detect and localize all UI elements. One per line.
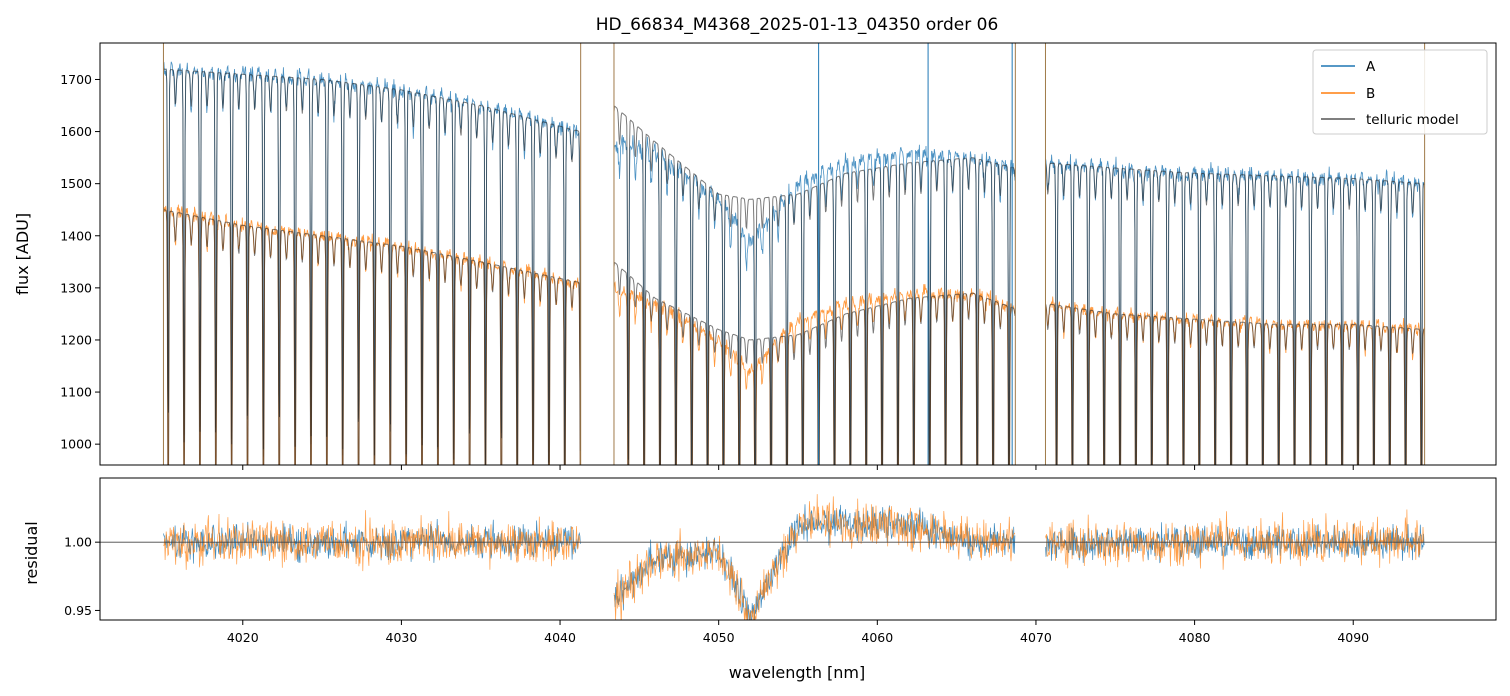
flux-y-tick-label: 1000 bbox=[60, 437, 92, 452]
legend-label-b: B bbox=[1366, 86, 1375, 102]
flux-y-label: flux [ADU] bbox=[13, 213, 32, 295]
flux-plot-frame bbox=[99, 42, 1497, 466]
x-axis: 4020 4030 4040 4050 4060 4070 4080 4090 bbox=[227, 620, 1369, 645]
telluric-model-line bbox=[613, 105, 1016, 465]
residual-y-tick-label: 1.00 bbox=[64, 535, 92, 550]
flux-y-tick-label: 1400 bbox=[60, 228, 92, 243]
legend-entry-telluric: telluric model bbox=[1321, 112, 1459, 128]
legend-box bbox=[1312, 49, 1488, 135]
x-tick-label: 4070 bbox=[1020, 630, 1052, 645]
legend-label-telluric: telluric model bbox=[1366, 112, 1459, 128]
telluric-model-line bbox=[1045, 162, 1425, 465]
flux-y-tick-label: 1700 bbox=[60, 72, 92, 87]
telluric-model-line bbox=[1045, 303, 1425, 465]
x-tick-label: 4030 bbox=[386, 630, 418, 645]
residual-y-axis: 0.95 1.00 bbox=[64, 535, 100, 618]
legend-entry-a: A bbox=[1321, 59, 1376, 75]
telluric-model-line bbox=[163, 68, 581, 465]
series-a-line bbox=[613, 134, 1016, 465]
legend-entry-b: B bbox=[1321, 86, 1375, 102]
residual-plot-frame bbox=[99, 477, 1497, 621]
x-tick-label: 4090 bbox=[1337, 630, 1369, 645]
flux-panel: 1000 1100 1200 1300 1400 1500 1600 1700 flux [A… bbox=[13, 42, 1497, 470]
flux-y-tick-label: 1200 bbox=[60, 332, 92, 347]
series-b-line bbox=[1045, 296, 1425, 465]
x-tick-label: 4020 bbox=[227, 630, 259, 645]
flux-y-tick-label: 1500 bbox=[60, 176, 92, 191]
telluric-model-line bbox=[613, 261, 1016, 465]
x-tick-label: 4060 bbox=[861, 630, 893, 645]
flux-y-tick-label: 1300 bbox=[60, 280, 92, 295]
residual-panel: 0.95 1.00 4020 4030 4040 4050 4060 4070 4080 409… bbox=[22, 477, 1497, 682]
flux-plot-area bbox=[162, 43, 1426, 465]
x-axis-label: wavelength [nm] bbox=[729, 663, 866, 682]
x-tick-label: 4040 bbox=[544, 630, 576, 645]
residual-b-line bbox=[163, 510, 581, 572]
x-tick-label: 4080 bbox=[1179, 630, 1211, 645]
residual-plot-area bbox=[100, 494, 1496, 620]
legend-label-a: A bbox=[1366, 59, 1376, 75]
flux-y-tick-label: 1600 bbox=[60, 124, 92, 139]
telluric-model-line bbox=[163, 209, 581, 465]
legend: A B telluric model bbox=[1312, 49, 1488, 135]
series-b-line bbox=[613, 281, 1016, 465]
flux-y-tick-label: 1100 bbox=[60, 385, 92, 400]
residual-b-line bbox=[1045, 509, 1425, 570]
chart-title: HD_66834_M4368_2025-01-13_04350 order 06 bbox=[596, 15, 999, 35]
residual-y-label: residual bbox=[22, 521, 41, 584]
residual-b-line bbox=[613, 494, 1016, 620]
flux-y-axis: 1000 1100 1200 1300 1400 1500 1600 1700 bbox=[60, 72, 100, 452]
flux-x-ticks bbox=[242, 465, 1354, 470]
residual-y-tick-label: 0.95 bbox=[64, 603, 92, 618]
x-tick-label: 4050 bbox=[703, 630, 735, 645]
